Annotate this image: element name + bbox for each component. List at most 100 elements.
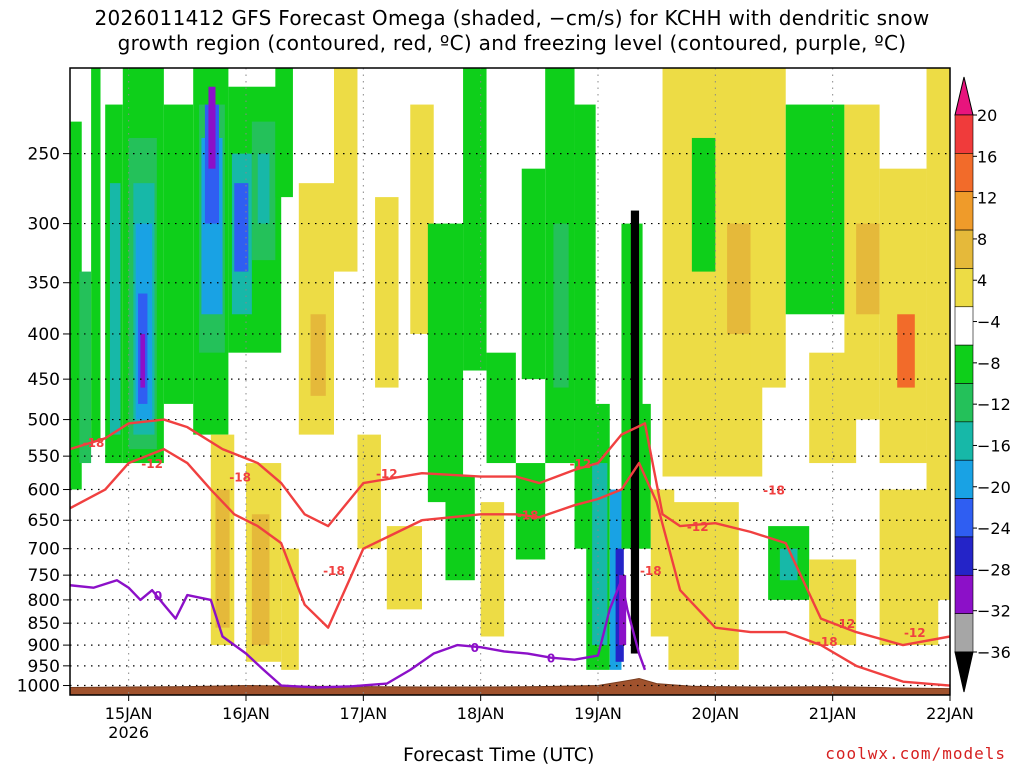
omega-cell [251,514,270,646]
x-tick-label: 16JAN [222,704,270,723]
colorbar-label: −8 [977,354,1001,373]
x-tick-label: 19JAN [574,704,622,723]
plot-frame [69,67,951,696]
colorbar-label: −20 [977,478,1011,497]
dgz-contour-label: -18 [640,564,662,578]
colorbar-segment [954,114,974,154]
omega-cell [91,68,101,442]
omega-cell [334,68,358,272]
dgz-contour [70,418,950,647]
colorbar-segment [954,383,974,423]
freezing-level-contour [70,579,647,689]
omega-cell [445,476,475,581]
omega-cell [630,210,640,654]
y-tick-label: 400 [28,325,60,345]
omega-cell [357,434,381,549]
colorbar-label: −36 [977,643,1011,662]
dgz-contour-label: -12 [141,457,163,471]
y-tick-label: 550 [28,447,60,467]
dgz-contour-label: -18 [763,484,785,498]
y-tick-label: 300 [28,215,60,235]
colorbar-segment [954,459,974,499]
freezing-contour-label: 0 [471,641,479,655]
colorbar-segment [954,613,974,653]
y-tick-label: 950 [28,657,60,677]
colorbar-label: −12 [977,395,1011,414]
omega-cell [427,223,464,503]
freezing-contour-label: 0 [547,652,555,666]
y-tick-label: 500 [28,411,60,431]
omega-cell [480,502,505,637]
dgz-contour-label: -12 [904,626,926,640]
omega-cell [386,526,422,610]
omega-cell [879,489,939,646]
omega-cell [619,575,627,646]
colorbar-segment [954,344,974,384]
dgz-contour-label: -12 [376,467,398,481]
omega-cell [856,223,880,315]
dgz-contour-label: -12 [834,617,856,631]
colorbar-segment [954,153,974,193]
grid [63,68,951,701]
colorbar: 20 16 12 8 4 −4 −8 −12 −16 −20 −24 −28 −32 −36 [954,76,1011,693]
colorbar-segment [954,574,974,614]
omega-cell [521,168,546,380]
colorbar-label: −16 [977,436,1011,455]
y-tick-label: 750 [28,566,60,586]
y-tick-label: 650 [28,511,60,531]
omega-cell [691,137,716,272]
y-tick-label: 1000 [17,677,60,697]
colorbar-segment [954,229,974,269]
contours: -18 -12 -18 -18 -12 -18 -12 -18 -12 -18 -12 -18 -12 0… [70,418,950,689]
omega-cell [486,352,516,464]
omega-cell [897,314,915,388]
dgz-contour-label: -18 [517,508,539,522]
x-tick-label: 15JAN [105,704,153,723]
omega-cell [163,104,194,404]
y-tick-label: 900 [28,636,60,656]
y-tick-label: 850 [28,614,60,634]
y-tick-label: 350 [28,274,60,294]
colorbar-bottom-arrow [954,651,974,693]
omega-shading [70,68,950,670]
colorbar-label: 12 [977,189,997,208]
colorbar-label: −28 [977,560,1011,579]
terrain-area [70,678,950,695]
x-tick-label: 22JAN [926,704,974,723]
omega-cell [234,183,249,272]
colorbar-segment [954,536,974,576]
title-line-1: 2026011412 GFS Forecast Omega (shaded, −… [94,6,930,30]
chart-title: 2026011412 GFS Forecast Omega (shaded, −… [0,6,1024,56]
y-tick-label: 800 [28,591,60,611]
colorbar-label: −32 [977,602,1011,621]
watermark: coolwx.com/models [825,744,1006,763]
omega-cell [215,489,230,628]
freezing-contour-label: 0 [154,589,162,603]
omega-cell [298,183,334,435]
y-tick-label: 450 [28,370,60,390]
colorbar-label: −24 [977,519,1011,538]
x-tick-label: 17JAN [339,704,387,723]
omega-cell [79,271,92,464]
x-tick-label: 21JAN [809,704,857,723]
x-tick-label: 20JAN [691,704,739,723]
dgz-contour-label: -12 [570,457,592,471]
colorbar-label: 16 [977,147,997,166]
x-tick-sublabel: 2026 [108,723,149,742]
omega-cell [727,223,751,334]
title-line-2: growth region (contoured, red, ºC) and f… [117,31,907,55]
colorbar-label: −4 [977,313,1001,332]
terrain [70,678,950,695]
omega-cell [592,463,608,646]
dgz-contour-label: -18 [229,471,251,485]
y-tick-label: 700 [28,540,60,560]
omega-cell [208,86,216,169]
omega-cell [310,314,326,396]
colorbar-top-arrow [954,76,974,116]
colorbar-segment [954,421,974,461]
colorbar-segment [954,191,974,231]
y-tick-labels: 2503003504004505005506006507007508008509… [17,145,60,697]
dgz-contour [70,447,950,687]
